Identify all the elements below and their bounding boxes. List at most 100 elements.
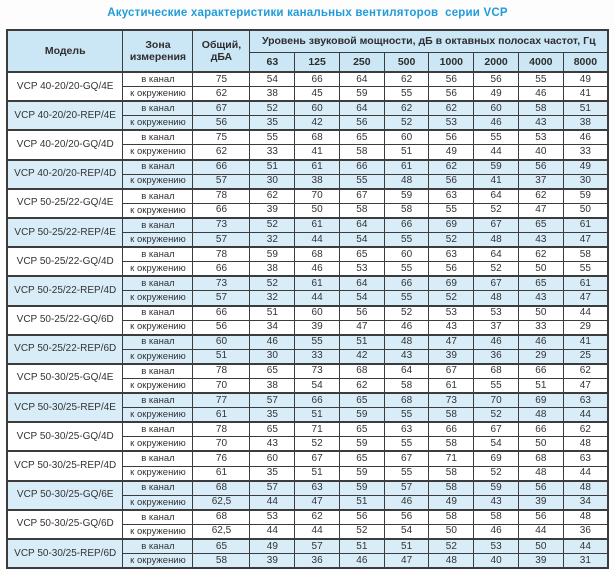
octave-value-cell: 48 xyxy=(517,407,564,423)
zone-label-cell: в канал xyxy=(122,304,194,321)
freq-header-63: 63 xyxy=(249,52,296,73)
octave-value-cell: 48 xyxy=(383,333,430,350)
octave-value-cell: 46 xyxy=(517,333,564,350)
octave-value-cell: 59 xyxy=(338,407,385,423)
octave-value-cell: 50 xyxy=(517,538,564,555)
octave-value-cell: 44 xyxy=(562,304,609,321)
octave-value-cell: 52 xyxy=(428,538,475,555)
table-row: к окружению 70 43 52 59 55 58 54 50 48 xyxy=(7,436,609,452)
octave-value-cell: 62 xyxy=(562,362,609,379)
total-dba-cell: 66 xyxy=(192,304,251,321)
octave-value-cell: 61 xyxy=(562,216,609,234)
octave-value-cell: 50 xyxy=(428,523,475,540)
octave-value-cell: 56 xyxy=(338,304,385,321)
octave-value-cell: 62 xyxy=(383,71,430,88)
table-row: VCP 50-30/25-GQ/6D в канал 68 53 62 56 56 58 58 5… xyxy=(6,508,609,540)
freq-header-2000: 2000 xyxy=(473,52,519,73)
page-title: Акустические характеристики канальных ве… xyxy=(107,7,508,19)
octave-value-cell: 73 xyxy=(294,362,340,379)
model-name-cell: VCP 40-20/20-REP/4E xyxy=(6,100,124,131)
octave-value-cell: 55 xyxy=(383,261,430,277)
octave-value-cell: 58 xyxy=(428,465,475,482)
octave-value-cell: 48 xyxy=(562,479,609,496)
zone-label-cell: к окружению xyxy=(122,86,194,102)
table-row: к окружению 56 35 42 56 52 53 46 43 38 xyxy=(7,115,609,131)
total-dba-cell: 77 xyxy=(192,392,251,409)
octave-value-cell: 56 xyxy=(428,261,475,277)
octave-value-cell: 48 xyxy=(428,553,475,569)
table-body: VCP 40-20/20-GQ/4E в канал 75 54 66 64 62 56 56 5… xyxy=(6,70,609,569)
octave-value-cell: 59 xyxy=(338,436,385,452)
octave-value-cell: 58 xyxy=(338,144,385,161)
octave-value-cell: 52 xyxy=(473,202,519,219)
zone-label-cell: в канал xyxy=(122,508,194,525)
octave-value-cell: 73 xyxy=(428,392,475,409)
octave-value-cell: 55 xyxy=(517,71,564,88)
total-dba-cell: 51 xyxy=(192,348,251,365)
table-row: к окружению 66 39 50 58 58 55 52 47 50 xyxy=(7,202,609,219)
octave-value-cell: 39 xyxy=(517,553,564,569)
octave-value-cell: 47 xyxy=(383,553,430,569)
octave-value-cell: 43 xyxy=(383,348,430,365)
octave-value-cell: 32 xyxy=(249,232,296,248)
octave-value-cell: 63 xyxy=(428,187,475,204)
octave-value-cell: 49 xyxy=(249,538,296,555)
model-name-cell: VCP 50-25/22-GQ/4D xyxy=(6,246,124,277)
octave-value-cell: 58 xyxy=(338,202,385,219)
octave-value-cell: 52 xyxy=(249,100,296,117)
table-row: к окружению 62 38 45 59 55 56 49 46 41 xyxy=(7,86,609,102)
total-dba-cell: 78 xyxy=(192,421,251,438)
octave-value-cell: 65 xyxy=(338,421,385,438)
zone-label-cell: к окружению xyxy=(122,377,194,394)
octave-value-cell: 44 xyxy=(562,465,609,482)
octave-value-cell: 53 xyxy=(517,129,564,146)
octave-value-cell: 49 xyxy=(428,494,475,511)
octave-value-cell: 65 xyxy=(517,216,564,234)
octave-value-cell: 39 xyxy=(517,494,564,511)
octave-value-cell: 55 xyxy=(249,129,296,146)
octave-value-cell: 64 xyxy=(383,362,430,379)
octave-value-cell: 41 xyxy=(562,333,609,350)
freq-header-8000: 8000 xyxy=(562,52,609,73)
zone-label-cell: в канал xyxy=(122,479,194,496)
total-dba-cell: 66 xyxy=(192,158,251,175)
zone-label-cell: в канал xyxy=(122,129,194,146)
octave-value-cell: 61 xyxy=(428,377,475,394)
octave-value-cell: 38 xyxy=(249,86,296,102)
octave-value-cell: 58 xyxy=(428,479,475,496)
zone-label-cell: к окружению xyxy=(122,523,194,540)
octave-value-cell: 59 xyxy=(383,187,430,204)
table-row: VCP 50-30/25-GQ/6E в канал 68 57 63 59 57 58 59 5… xyxy=(6,479,609,511)
octave-value-cell: 51 xyxy=(338,333,385,350)
octave-value-cell: 62 xyxy=(249,187,296,204)
octave-value-cell: 44 xyxy=(294,290,340,306)
octave-value-cell: 58 xyxy=(473,508,519,525)
zone-label-cell: к окружению xyxy=(122,319,194,336)
total-dba-cell: 65 xyxy=(192,538,251,555)
octave-value-cell: 55 xyxy=(473,129,519,146)
octave-value-cell: 55 xyxy=(383,407,430,423)
octave-value-cell: 63 xyxy=(294,479,340,496)
octave-value-cell: 55 xyxy=(383,290,430,306)
zone-label-cell: в канал xyxy=(122,158,194,175)
octave-value-cell: 56 xyxy=(383,508,430,525)
octave-value-cell: 30 xyxy=(562,173,609,190)
freq-header-500: 500 xyxy=(383,52,430,73)
zone-label-cell: к окружению xyxy=(122,232,194,248)
total-dba-cell: 68 xyxy=(192,508,251,525)
table-row: к окружению 58 39 36 46 47 48 40 39 31 xyxy=(7,553,609,569)
total-dba-cell: 75 xyxy=(192,71,251,88)
octave-value-cell: 56 xyxy=(517,508,564,525)
octave-value-cell: 53 xyxy=(338,261,385,277)
octave-value-cell: 33 xyxy=(249,144,296,161)
octave-value-cell: 52 xyxy=(473,407,519,423)
octave-value-cell: 66 xyxy=(338,158,385,175)
octave-value-cell: 70 xyxy=(294,187,340,204)
model-name-cell: VCP 50-25/22-REP/4E xyxy=(6,216,124,248)
octave-value-cell: 49 xyxy=(428,144,475,161)
octave-value-cell: 65 xyxy=(338,246,385,263)
octave-value-cell: 46 xyxy=(473,523,519,540)
octave-value-cell: 51 xyxy=(383,144,430,161)
octave-value-cell: 65 xyxy=(249,362,296,379)
octave-value-cell: 55 xyxy=(428,202,475,219)
